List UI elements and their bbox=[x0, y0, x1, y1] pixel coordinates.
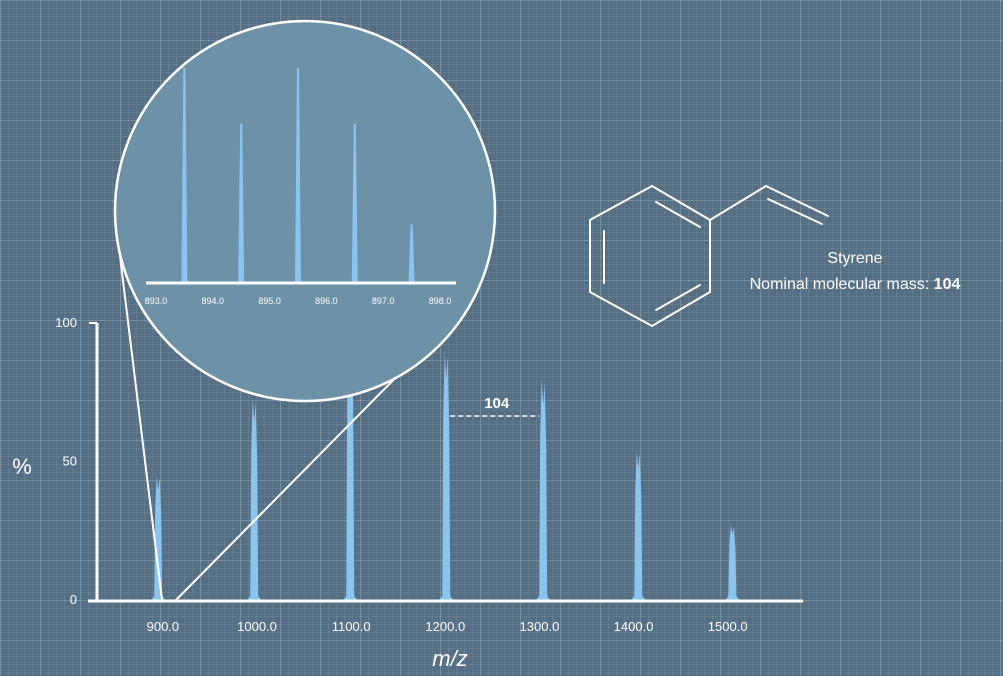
zoom-connector-left bbox=[119, 255, 163, 601]
inset-x-tick-labels: 893.0 894.0 895.0 896.0 897.0 898.0 bbox=[145, 296, 452, 306]
y-tick-label: 0 bbox=[70, 592, 77, 607]
spectrum-peak bbox=[343, 323, 358, 600]
spacing-annotation: 104 bbox=[450, 395, 540, 417]
main-peaks bbox=[151, 323, 740, 600]
x-tick-label: 900.0 bbox=[147, 619, 180, 634]
inset-x-tick-label: 896.0 bbox=[315, 296, 338, 306]
inset-x-tick-label: 894.0 bbox=[202, 296, 225, 306]
spectrum-peak bbox=[247, 397, 262, 600]
spectrum-peak bbox=[151, 475, 166, 600]
vinyl-bond bbox=[709, 185, 767, 221]
inset-peak bbox=[408, 224, 415, 282]
spectrum-peak bbox=[439, 350, 454, 600]
x-tick-label: 1500.0 bbox=[708, 619, 748, 634]
inset-peak bbox=[351, 123, 358, 282]
molecule-mass-value: 104 bbox=[934, 276, 961, 293]
styrene-structure bbox=[589, 184, 829, 328]
vinyl-double-bond-inner bbox=[767, 198, 823, 225]
zoom-inset: 893.0 894.0 895.0 896.0 897.0 898.0 bbox=[113, 19, 497, 403]
y-axis-label: % bbox=[12, 454, 32, 479]
molecule-mass: Nominal molecular mass: 104 bbox=[750, 276, 961, 293]
x-tick-label: 1000.0 bbox=[237, 619, 277, 634]
y-tick-label: 50 bbox=[63, 454, 77, 469]
ring-double-bond-3 bbox=[655, 284, 701, 311]
inset-peak bbox=[181, 68, 188, 282]
spectrum-peak bbox=[536, 378, 551, 600]
zoom-connector-right bbox=[175, 351, 422, 601]
inset-x-tick-label: 895.0 bbox=[258, 296, 281, 306]
spectrum-peak bbox=[631, 450, 646, 600]
spectrum-peak bbox=[725, 525, 740, 600]
x-tick-labels: 900.0 1000.0 1100.0 1200.0 1300.0 1400.0 1500.… bbox=[147, 619, 748, 634]
y-tick-label: 100 bbox=[55, 315, 77, 330]
inset-x-tick-label: 897.0 bbox=[372, 296, 395, 306]
inset-peaks bbox=[181, 68, 415, 282]
x-axis-label: m/z bbox=[432, 646, 467, 671]
x-tick-label: 1400.0 bbox=[614, 619, 654, 634]
spacing-label: 104 bbox=[484, 395, 510, 412]
x-tick-label: 1300.0 bbox=[520, 619, 560, 634]
benzene-ring bbox=[589, 184, 711, 328]
molecule-mass-label: Nominal molecular mass: bbox=[750, 276, 934, 293]
inset-peak bbox=[238, 123, 245, 282]
molecule-name: Styrene bbox=[827, 250, 882, 267]
ring-double-bond-2 bbox=[655, 201, 701, 228]
x-tick-label: 1200.0 bbox=[425, 619, 465, 634]
zoom-inset-circle bbox=[113, 19, 497, 403]
x-tick-label: 1100.0 bbox=[332, 619, 371, 634]
inset-peak bbox=[295, 68, 301, 282]
inset-x-tick-label: 893.0 bbox=[145, 296, 168, 306]
vinyl-double-bond-outer bbox=[765, 185, 829, 217]
y-tick-labels: 0 50 100 bbox=[55, 315, 77, 607]
inset-x-tick-label: 898.0 bbox=[429, 296, 452, 306]
